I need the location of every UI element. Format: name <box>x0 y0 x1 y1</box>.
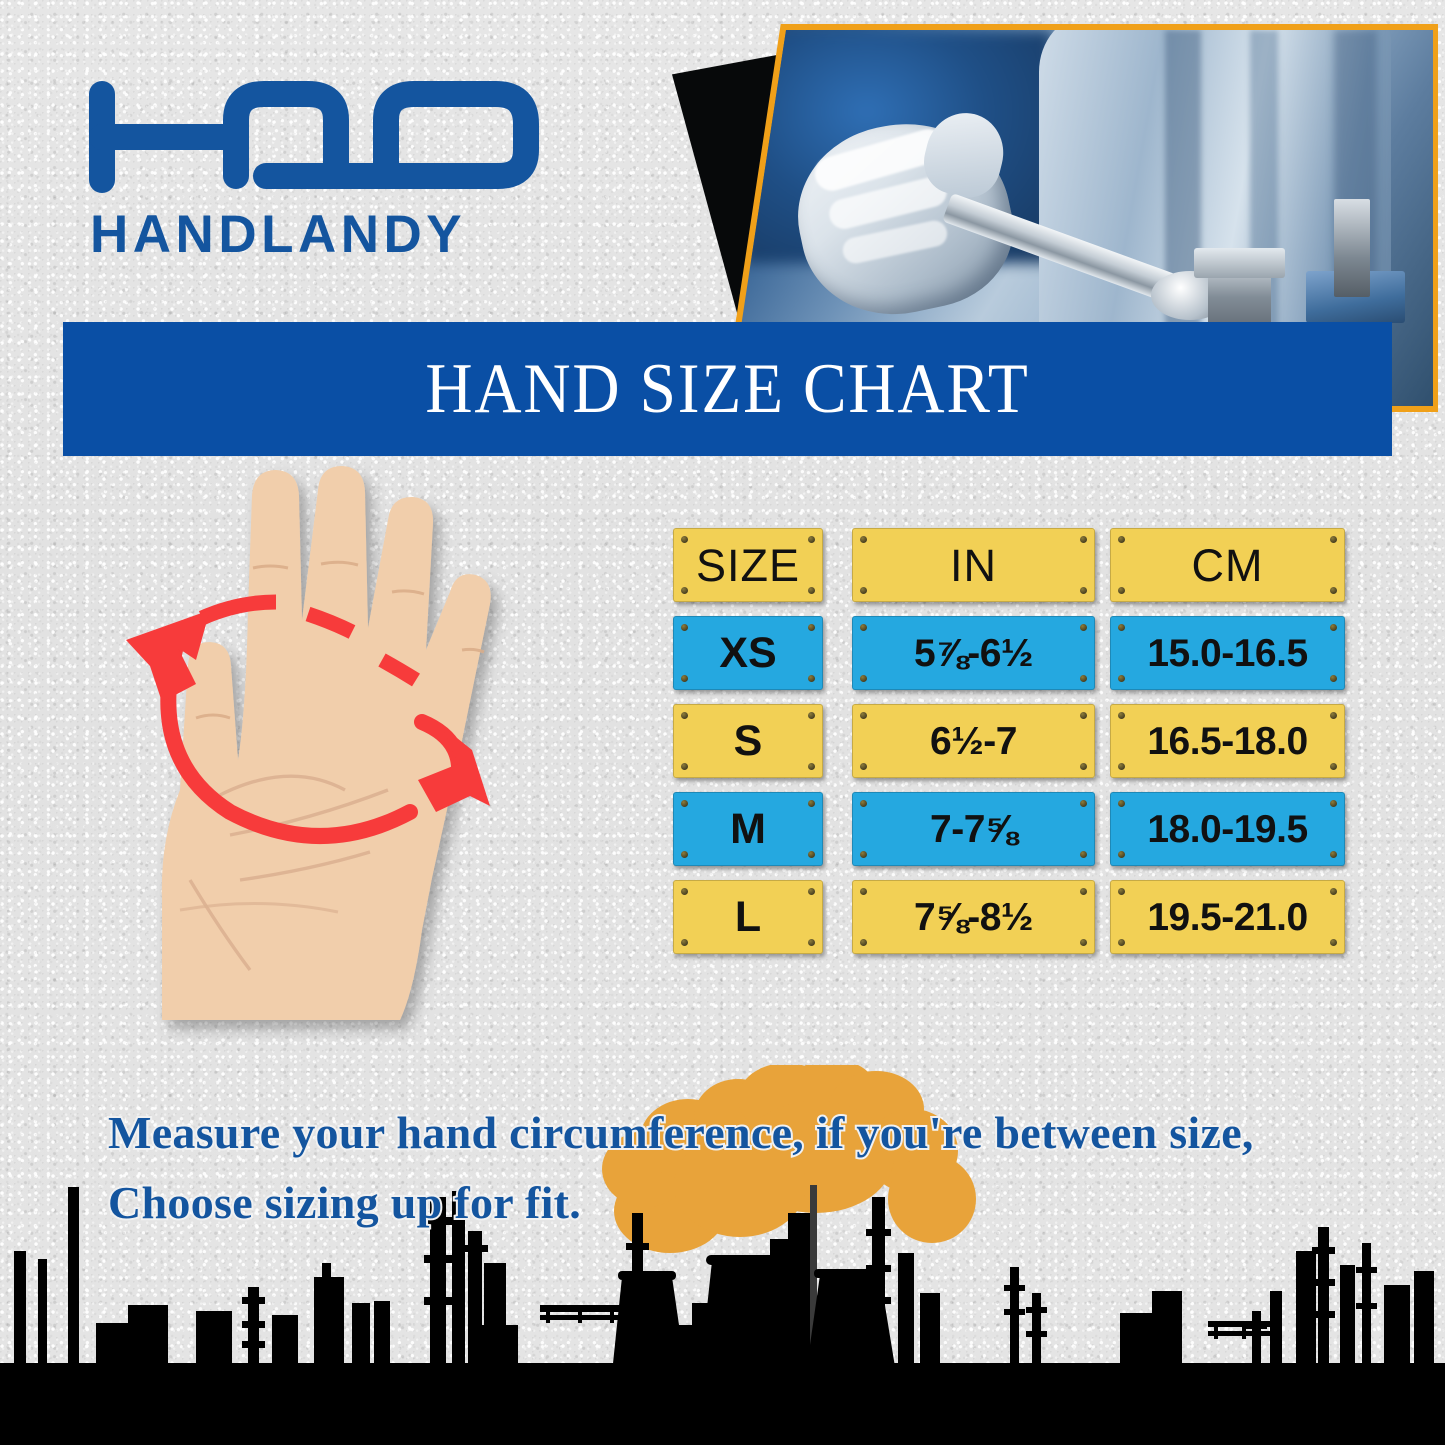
industrial-skyline-silhouette <box>0 1185 1445 1445</box>
cell-in: 6½-7 <box>852 704 1095 778</box>
header-cell-cm: CM <box>1110 528 1345 602</box>
note-line-1: Measure your hand circumference, if you'… <box>106 1105 1255 1160</box>
page-title: HAND SIZE CHART <box>425 349 1030 428</box>
header-label-size: SIZE <box>695 539 801 591</box>
value-in: 6½-7 <box>930 719 1017 763</box>
value-cm: 15.0-16.5 <box>1147 631 1308 675</box>
cell-size: M <box>673 792 823 866</box>
handlandy-hd-monogram-icon <box>89 81 539 193</box>
cell-size: S <box>673 704 823 778</box>
header-label-cm: CM <box>1191 539 1264 591</box>
cell-size: L <box>673 880 823 954</box>
cell-in: 5⅞-6½ <box>852 616 1095 690</box>
size-chart-table: SIZE IN CM XS 5⅞-6½ 15.0-16.5 <box>673 528 1345 968</box>
hand-measure-illustration <box>70 460 590 1060</box>
value-size: XS <box>719 628 777 677</box>
smoke-plume-graphic <box>602 1065 976 1253</box>
table-row: M 7-7⅝ 18.0-19.5 <box>673 792 1345 866</box>
value-size: S <box>733 716 763 765</box>
value-cm: 19.5-21.0 <box>1147 895 1308 939</box>
brand-logo: HANDLANDY <box>86 76 566 266</box>
hero-photo-block <box>672 10 1438 416</box>
cell-cm: 16.5-18.0 <box>1110 704 1345 778</box>
value-size: L <box>734 892 762 941</box>
brand-wordmark: HANDLANDY <box>90 205 467 264</box>
note-line-2: Choose sizing up for fit. <box>106 1175 583 1230</box>
value-cm: 16.5-18.0 <box>1147 719 1308 763</box>
cell-cm: 18.0-19.5 <box>1110 792 1345 866</box>
table-row: XS 5⅞-6½ 15.0-16.5 <box>673 616 1345 690</box>
header-label-in: IN <box>950 539 997 591</box>
value-in: 7⅝-8½ <box>914 895 1033 939</box>
value-in: 7-7⅝ <box>930 807 1017 851</box>
value-in: 5⅞-6½ <box>914 631 1033 675</box>
table-header-row: SIZE IN CM <box>673 528 1345 602</box>
cell-cm: 19.5-21.0 <box>1110 880 1345 954</box>
header-cell-in: IN <box>852 528 1095 602</box>
measuring-note: Measure your hand circumference, if you'… <box>106 1098 1408 1238</box>
value-cm: 18.0-19.5 <box>1147 807 1308 851</box>
cell-in: 7-7⅝ <box>852 792 1095 866</box>
title-banner: HAND SIZE CHART <box>63 322 1392 456</box>
value-size: M <box>730 804 766 853</box>
cell-in: 7⅝-8½ <box>852 880 1095 954</box>
header-cell-size: SIZE <box>673 528 823 602</box>
cell-cm: 15.0-16.5 <box>1110 616 1345 690</box>
table-row: S 6½-7 16.5-18.0 <box>673 704 1345 778</box>
table-row: L 7⅝-8½ 19.5-21.0 <box>673 880 1345 954</box>
hand-diagram-icon <box>126 466 491 1020</box>
cell-size: XS <box>673 616 823 690</box>
